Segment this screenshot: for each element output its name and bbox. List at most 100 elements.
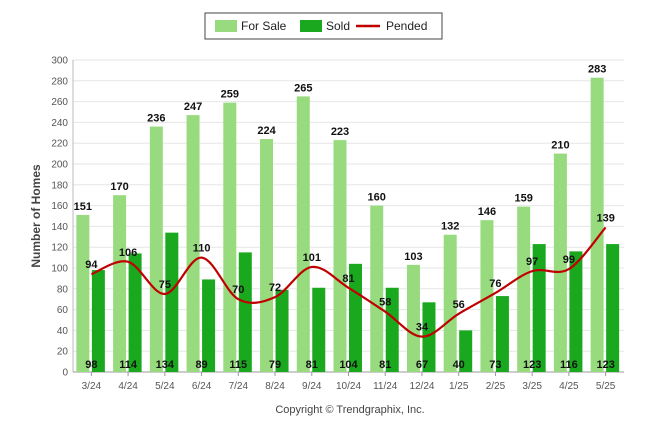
y-tick-label: 220: [51, 139, 68, 150]
pended-value-label: 106: [119, 247, 137, 259]
for-sale-bar: [76, 214, 90, 372]
pended-series-line: [90, 226, 607, 338]
sold-bar: [606, 244, 620, 372]
y-tick-label: 80: [57, 284, 69, 295]
sold-value-label: 123: [523, 359, 541, 371]
x-tick-label: 4/24: [118, 381, 138, 392]
for-sale-bar: [480, 220, 494, 372]
x-tick-label: 5/24: [155, 381, 175, 392]
x-tick-label: 3/24: [82, 381, 102, 392]
sold-bar: [165, 232, 179, 372]
for-sale-value-label: 223: [331, 126, 349, 138]
pended-value-label: 97: [526, 256, 538, 268]
for-sale-value-label: 259: [221, 89, 239, 101]
y-tick-label: 160: [51, 201, 68, 212]
y-tick-label: 200: [51, 160, 68, 171]
sold-value-label: 40: [453, 359, 465, 371]
y-tick-label: 60: [57, 305, 69, 316]
x-tick-labels: 3/24 4/24 5/24 6/24 7/24 8/24 9/24 10/24 11/24 12…: [82, 381, 616, 392]
for-sale-value-label: 146: [478, 206, 496, 218]
sold-value-label: 79: [269, 359, 281, 371]
x-tick-label: 3/25: [522, 381, 542, 392]
axes: [72, 60, 624, 376]
pended-value-label: 94: [85, 259, 98, 271]
for-sale-value-label: 247: [184, 101, 202, 113]
sold-bar: [128, 253, 142, 372]
sold-bar: [238, 252, 252, 372]
pended-value-label: 81: [342, 273, 354, 285]
for-sale-bar: [260, 139, 274, 372]
x-tick-label: 10/24: [336, 381, 361, 392]
for-sale-value-label: 224: [257, 125, 276, 137]
sold-value-label: 104: [339, 359, 358, 371]
for-sale-value-label: 132: [441, 221, 459, 233]
sold-value-label: 81: [306, 359, 318, 371]
y-tick-label: 0: [62, 368, 68, 379]
y-tick-labels: 0 20 40 60 80 100 120 140 160 180 200 220 240 260 280 3…: [51, 56, 68, 379]
for-sale-bar: [590, 77, 604, 373]
for-sale-value-label: 151: [74, 201, 92, 213]
x-tick-label: 5/25: [596, 381, 616, 392]
legend-label-sold: Sold: [326, 19, 350, 33]
y-tick-label: 300: [51, 56, 68, 67]
for-sale-bar: [406, 264, 420, 372]
x-tick-label: 4/25: [559, 381, 579, 392]
legend: For Sale Sold Pended: [204, 12, 443, 40]
legend-label-pended: Pended: [386, 19, 427, 33]
x-tick-label: 8/24: [265, 381, 285, 392]
legend-label-for-sale: For Sale: [241, 19, 287, 33]
for-sale-value-label: 160: [368, 192, 386, 204]
sold-bar: [91, 270, 105, 372]
x-tick-label: 11/24: [373, 381, 398, 392]
y-tick-label: 240: [51, 118, 68, 129]
sold-bar: [202, 279, 216, 372]
y-tick-label: 120: [51, 243, 68, 254]
for-sale-value-label: 236: [147, 113, 165, 125]
for-sale-bar: [553, 153, 567, 372]
sold-bar: [422, 302, 436, 372]
legend-box: [204, 12, 443, 40]
legend-swatch-for-sale: [215, 20, 237, 32]
pended-value-label: 110: [193, 243, 211, 255]
pended-value-label: 99: [563, 254, 575, 266]
sold-value-label: 116: [560, 359, 578, 371]
data-labels: 151 98 170 114 236 134 247 89 259 115 224 79 265 81 22…: [74, 64, 615, 371]
for-sale-bar: [296, 96, 310, 373]
pended-value-label: 34: [416, 322, 429, 334]
x-tick-label: 6/24: [192, 381, 212, 392]
pended-value-label: 56: [453, 299, 465, 311]
sold-bar: [569, 251, 583, 372]
legend-swatch-sold: [300, 20, 322, 32]
pended-value-label: 76: [489, 278, 501, 290]
sold-value-label: 73: [489, 359, 501, 371]
sold-value-label: 115: [229, 359, 247, 371]
pended-value-label: 70: [232, 284, 244, 296]
sold-bar: [385, 287, 399, 372]
pended-value-label: 139: [596, 212, 614, 224]
sold-bar: [312, 287, 326, 372]
pended-value-label: 72: [269, 282, 281, 294]
sold-value-label: 89: [195, 359, 207, 371]
for-sale-bar: [223, 102, 237, 372]
for-sale-value-label: 159: [514, 193, 532, 205]
pended-value-label: 101: [303, 252, 321, 264]
y-tick-label: 100: [51, 264, 68, 275]
sold-value-label: 123: [596, 359, 614, 371]
copyright-text: Copyright © Trendgraphix, Inc.: [275, 404, 424, 416]
y-tick-label: 140: [51, 222, 68, 233]
sold-value-label: 98: [85, 359, 97, 371]
y-tick-label: 40: [57, 326, 69, 337]
for-sale-value-label: 265: [294, 82, 312, 94]
for-sale-bar: [186, 115, 200, 373]
y-tick-label: 20: [57, 347, 69, 358]
x-tick-label: 12/24: [409, 381, 434, 392]
for-sale-value-label: 170: [110, 181, 128, 193]
x-tick-label: 2/25: [486, 381, 506, 392]
for-sale-bar: [113, 195, 127, 372]
y-tick-label: 280: [51, 76, 68, 87]
y-axis-label: Number of Homes: [29, 164, 43, 268]
x-tick-label: 9/24: [302, 381, 322, 392]
sold-value-label: 134: [156, 359, 175, 371]
sold-bar: [459, 330, 473, 372]
